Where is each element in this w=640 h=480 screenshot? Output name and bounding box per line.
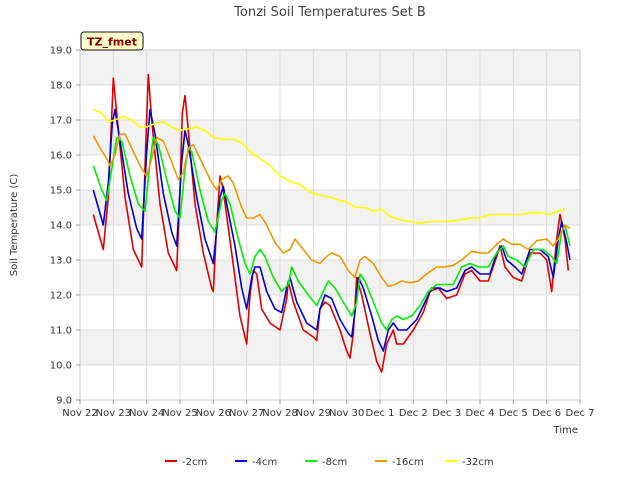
band-16 (80, 120, 580, 155)
x-tick-label: Dec 3 (432, 408, 461, 419)
x-tick-label: Nov 30 (329, 408, 364, 419)
y-tick-label: 10.0 (50, 361, 72, 372)
legend-label: -4cm (252, 457, 277, 468)
y-tick-label: 12.0 (50, 291, 72, 302)
series-line-8cm (92, 136, 571, 331)
x-tick-label: Nov 29 (296, 408, 331, 419)
chart-title: Tonzi Soil Temperatures Set B (233, 5, 426, 20)
y-tick-label: 16.0 (50, 151, 72, 162)
x-tick-label: Dec 4 (466, 408, 495, 419)
series-line-32cm (92, 108, 566, 224)
x-tick-label: Dec 5 (499, 408, 528, 419)
legend-label: -32cm (462, 457, 494, 468)
x-tick-label: Nov 25 (162, 408, 197, 419)
plot-bands (80, 50, 580, 365)
band-14 (80, 190, 580, 225)
band-18 (80, 50, 580, 85)
y-tick-label: 13.0 (50, 256, 72, 267)
legend-label: -2cm (182, 457, 207, 468)
legend-label: -16cm (392, 457, 424, 468)
series-line-4cm (92, 108, 571, 352)
x-tick-label: Dec 6 (532, 408, 561, 419)
annotation-label: TZ_fmet (87, 36, 137, 49)
band-12 (80, 260, 580, 295)
annotation-box: TZ_fmet (80, 31, 144, 51)
y-tick-label: 17.0 (50, 116, 72, 127)
x-tick-label: Dec 7 (566, 408, 595, 419)
x-axis-label: Time (553, 425, 578, 436)
y-tick-label: 15.0 (50, 186, 72, 197)
series-line-2cm (92, 73, 570, 373)
y-tick-label: 14.0 (50, 221, 72, 232)
x-tick-label: Nov 26 (196, 408, 231, 419)
y-axis-label: Soil Temperature (C) (9, 174, 20, 277)
x-tick-label: Dec 2 (399, 408, 428, 419)
x-tick-label: Nov 24 (129, 408, 164, 419)
legend-label: -8cm (322, 457, 347, 468)
y-axis-ticks: 9.0 10.0 11.0 12.0 13.0 14.0 15.0 16.0 17.0 18.0 1… (50, 46, 80, 407)
series-lines (92, 73, 571, 373)
y-tick-label: 19.0 (50, 46, 72, 57)
band-10 (80, 330, 580, 365)
x-tick-label: Nov 28 (262, 408, 297, 419)
series-line-16cm (92, 133, 571, 288)
y-tick-label: 9.0 (56, 396, 72, 407)
legend: -2cm -4cm -8cm -16cm -32cm (165, 457, 494, 468)
x-tick-label: Nov 27 (229, 408, 264, 419)
y-tick-label: 18.0 (50, 81, 72, 92)
x-tick-label: Nov 22 (62, 408, 97, 419)
x-tick-label: Dec 1 (366, 408, 395, 419)
x-tick-label: Nov 23 (96, 408, 131, 419)
y-tick-label: 11.0 (50, 326, 72, 337)
